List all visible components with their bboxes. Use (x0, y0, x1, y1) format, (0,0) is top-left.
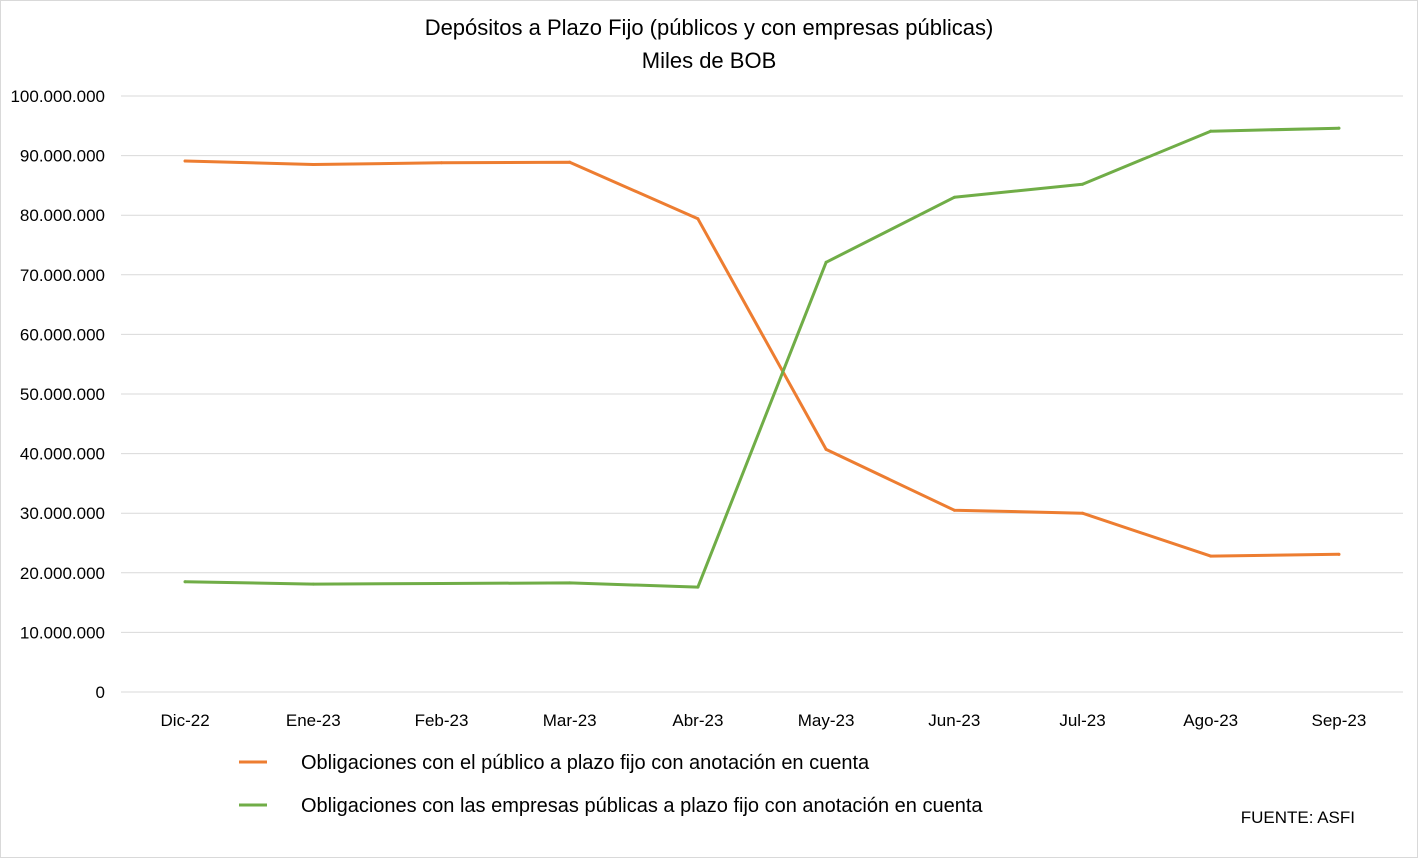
x-tick-label-7: Jul-23 (1059, 711, 1105, 730)
legend-label-empresas-publicas: Obligaciones con las empresas públicas a… (301, 795, 983, 817)
y-axis-tick-labels: 0 10.000.000 20.000.000 30.000.000 40.000.00… (10, 87, 105, 702)
y-tick-label-5: 50.000.000 (20, 385, 105, 404)
x-tick-label-3: Mar-23 (543, 711, 597, 730)
x-axis-tick-labels: Dic-22 Ene-23 Feb-23 Mar-23 Abr-23 May-23 Jun-… (161, 711, 1367, 730)
data-point-s1-3 (568, 581, 572, 585)
x-tick-label-0: Dic-22 (161, 711, 210, 730)
series-line-1 (183, 126, 1341, 589)
x-tick-label-9: Sep-23 (1311, 711, 1366, 730)
y-tick-label-0: 0 (96, 683, 105, 702)
x-tick-label-1: Ene-23 (286, 711, 341, 730)
y-tick-label-8: 80.000.000 (20, 206, 105, 225)
data-point-s1-0 (183, 580, 187, 584)
y-tick-label-2: 20.000.000 (20, 564, 105, 583)
x-tick-label-4: Abr-23 (672, 711, 723, 730)
y-tick-label-6: 60.000.000 (20, 325, 105, 344)
data-point-s1-5 (824, 260, 828, 264)
y-tick-label-7: 70.000.000 (20, 266, 105, 285)
series-line-0 (183, 159, 1341, 558)
data-point-s1-1 (311, 582, 315, 586)
data-point-s1-4 (696, 585, 700, 589)
chart-title: Depósitos a Plazo Fijo (públicos y con e… (425, 15, 994, 40)
data-point-s1-8 (1209, 129, 1213, 133)
y-tick-label-1: 10.000.000 (20, 623, 105, 642)
data-point-s0-6 (952, 508, 956, 512)
data-point-s0-5 (824, 447, 828, 451)
legend-label-publico: Obligaciones con el público a plazo fijo… (301, 752, 870, 774)
y-tick-label-4: 40.000.000 (20, 445, 105, 464)
chart-subtitle: Miles de BOB (642, 48, 777, 73)
data-point-s0-8 (1209, 554, 1213, 558)
data-point-s0-0 (183, 159, 187, 163)
y-tick-label-3: 30.000.000 (20, 504, 105, 523)
data-point-s0-7 (1081, 511, 1084, 515)
data-point-s0-1 (311, 163, 315, 167)
data-point-s0-4 (696, 217, 700, 221)
data-point-s1-6 (952, 195, 956, 199)
data-point-s0-2 (440, 161, 443, 165)
data-point-s0-3 (568, 160, 572, 164)
data-point-s1-7 (1081, 182, 1084, 186)
gridlines (121, 95, 1403, 693)
x-tick-label-8: Ago-23 (1183, 711, 1238, 730)
source-note: FUENTE: ASFI (1241, 808, 1355, 827)
data-point-s0-9 (1337, 552, 1341, 556)
data-point-s1-2 (440, 582, 443, 586)
x-tick-label-5: May-23 (798, 711, 855, 730)
y-tick-label-10: 100.000.000 (10, 87, 105, 106)
series-lines (183, 126, 1341, 589)
x-tick-label-2: Feb-23 (415, 711, 469, 730)
x-tick-label-6: Jun-23 (928, 711, 980, 730)
y-tick-label-9: 90.000.000 (20, 147, 105, 166)
legend: Obligaciones con el público a plazo fijo… (239, 752, 983, 817)
data-point-s1-9 (1337, 126, 1341, 130)
